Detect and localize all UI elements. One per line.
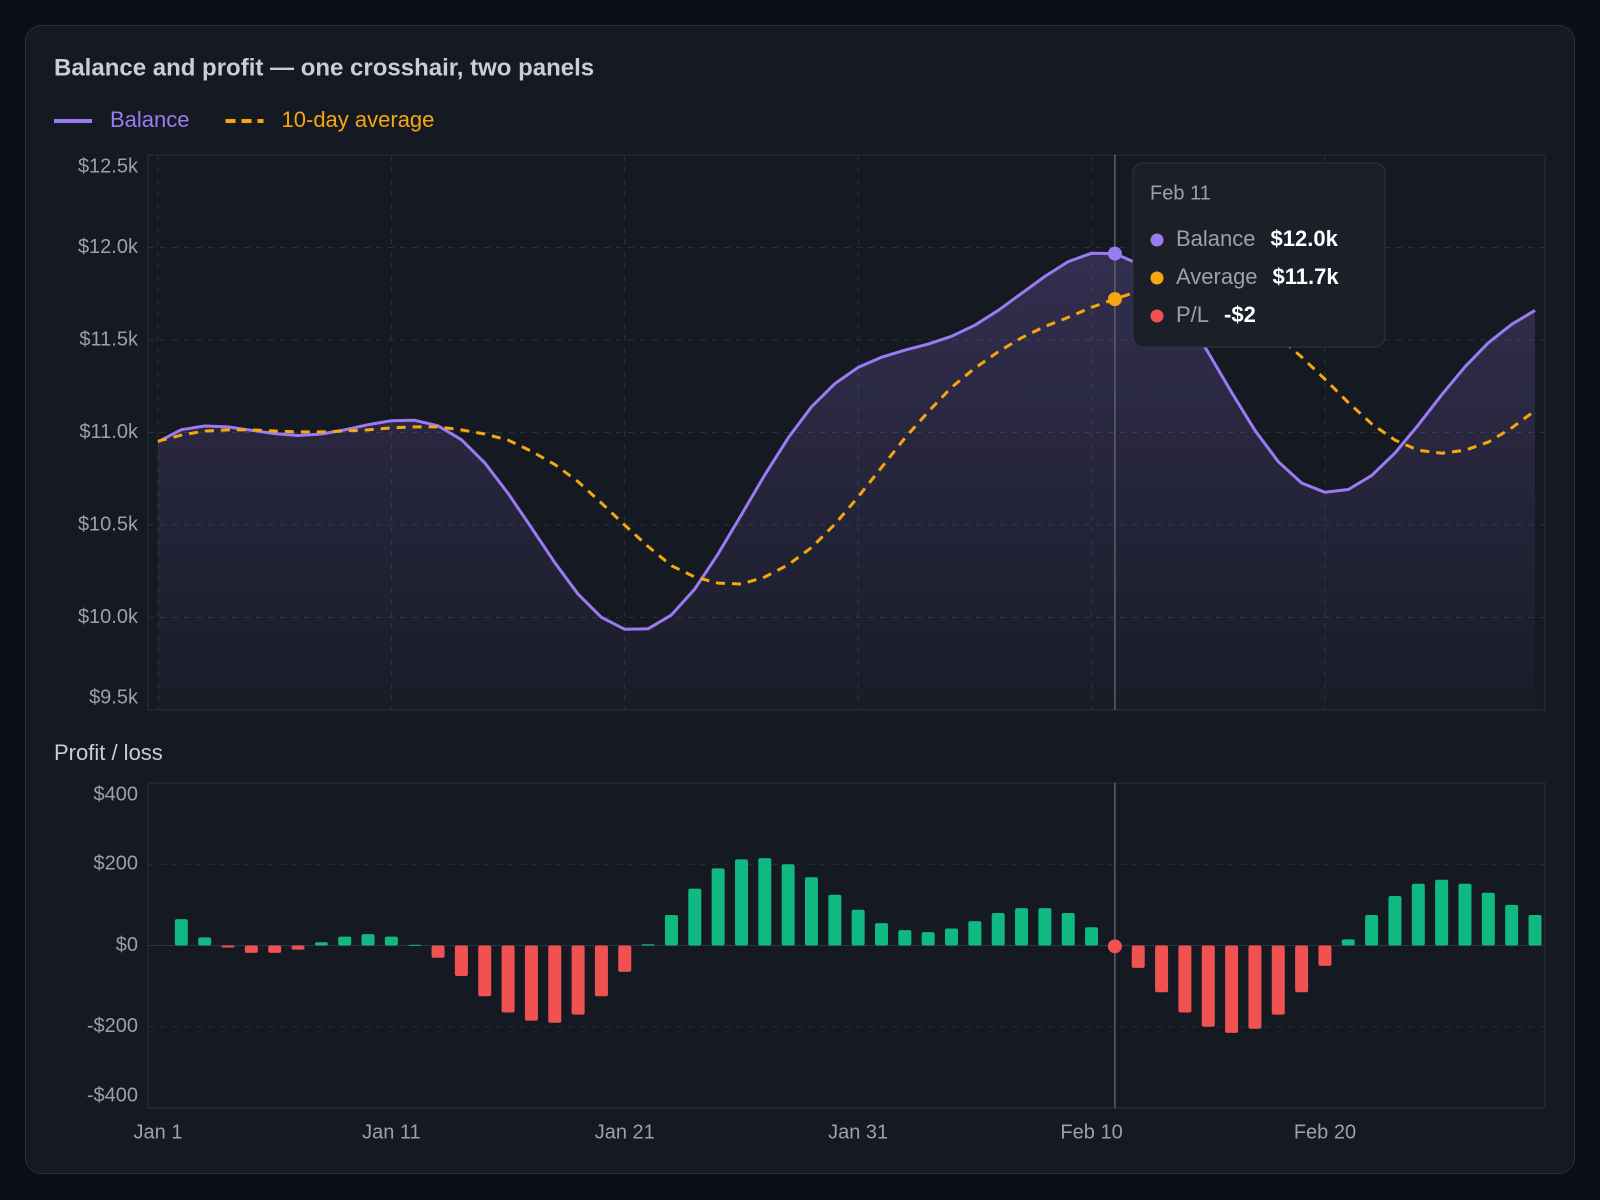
bar [921,932,935,946]
bar [1341,939,1355,946]
bar [1528,915,1542,946]
bar [1248,945,1262,1029]
bar [571,945,585,1015]
y-tick-label: -$200 [87,1015,138,1037]
bar [664,915,678,946]
bar [524,945,538,1021]
x-tick-label: Feb 10 [1060,1121,1122,1143]
bar [1365,915,1379,946]
bar [734,859,748,946]
series-line [157,287,1536,586]
bar [221,945,235,948]
bar [384,936,398,946]
bar [968,921,982,946]
tooltip-name: Average [1176,264,1258,289]
bar [548,945,562,1023]
bar [828,894,842,946]
bar [618,945,632,972]
bar [688,888,702,946]
bar [711,868,725,946]
bar [1015,908,1029,946]
tooltip [1132,162,1386,348]
y-tick-label: $11.5k [79,328,139,350]
bar [1131,945,1145,968]
bar [431,945,445,958]
y-tick-label: $10.0k [78,606,139,628]
bar [454,945,468,976]
area [158,253,1535,710]
bar [804,877,818,946]
bar [314,942,328,946]
chart-title: Balance and profit — one crosshair, two … [54,54,594,81]
legend-label: Balance [110,107,190,132]
x-tick-label: Jan 11 [362,1121,421,1143]
bar [478,945,492,997]
bar [1178,945,1192,1013]
bar [1318,945,1332,966]
y-tick-label: $400 [94,783,139,805]
tooltip-name: Balance [1176,226,1256,251]
bar [268,945,282,953]
y-tick-label: $11.0k [79,421,139,443]
bar [1411,883,1425,946]
bar [1458,883,1472,946]
bar [945,928,959,946]
tooltip-dot [1150,309,1164,323]
bar [338,936,352,946]
y-tick-label: $12.5k [78,155,139,177]
x-tick-label: Jan 31 [828,1121,888,1143]
bar [408,944,422,946]
crosshair-dot [1107,939,1122,954]
bar [781,864,795,946]
bar [198,937,212,946]
crosshair-dot [1107,292,1122,307]
x-tick-label: Jan 1 [134,1121,183,1143]
y-tick-label: $12.0k [78,236,139,258]
y-tick-label: -$400 [87,1084,138,1106]
x-tick-label: Jan 21 [595,1121,655,1143]
panel-title: Profit / loss [54,740,163,765]
y-tick-label: $200 [94,853,139,875]
bar [1038,908,1052,946]
bar [594,945,608,997]
series-line [157,251,1536,631]
bar [991,913,1005,946]
bar [758,858,772,946]
bar [641,944,655,946]
bar [1061,913,1075,946]
bar [1505,904,1519,946]
bar [1295,945,1309,993]
y-tick-label: $10.5k [78,513,139,535]
bar [875,923,889,946]
tooltip-value: $12.0k [1271,226,1339,251]
bar [1201,945,1215,1027]
bar [174,919,188,946]
tooltip-dot [1150,233,1164,247]
y-tick-label: $0 [116,934,138,956]
bar [1271,945,1285,1015]
tooltip-dot [1150,271,1164,285]
tooltip-value: $11.7k [1273,264,1340,289]
bar [1481,892,1495,946]
tooltip-title: Feb 11 [1150,182,1211,204]
bar [1225,945,1239,1033]
crosshair-dot [1107,246,1122,261]
bar [1388,895,1402,946]
tooltip-name: P/L [1176,302,1209,327]
bar [1435,879,1449,946]
legend-label: 10-day average [282,107,435,132]
x-tick-label: Feb 20 [1294,1121,1356,1143]
tooltip-value: -$2 [1224,302,1256,327]
y-tick-label: $9.5k [89,686,139,708]
bar [244,945,258,953]
bar [1155,945,1169,993]
bar [898,930,912,946]
bar [291,945,305,950]
bar [851,909,865,946]
bar [1085,927,1099,946]
bar [501,945,515,1013]
bar [361,934,375,946]
